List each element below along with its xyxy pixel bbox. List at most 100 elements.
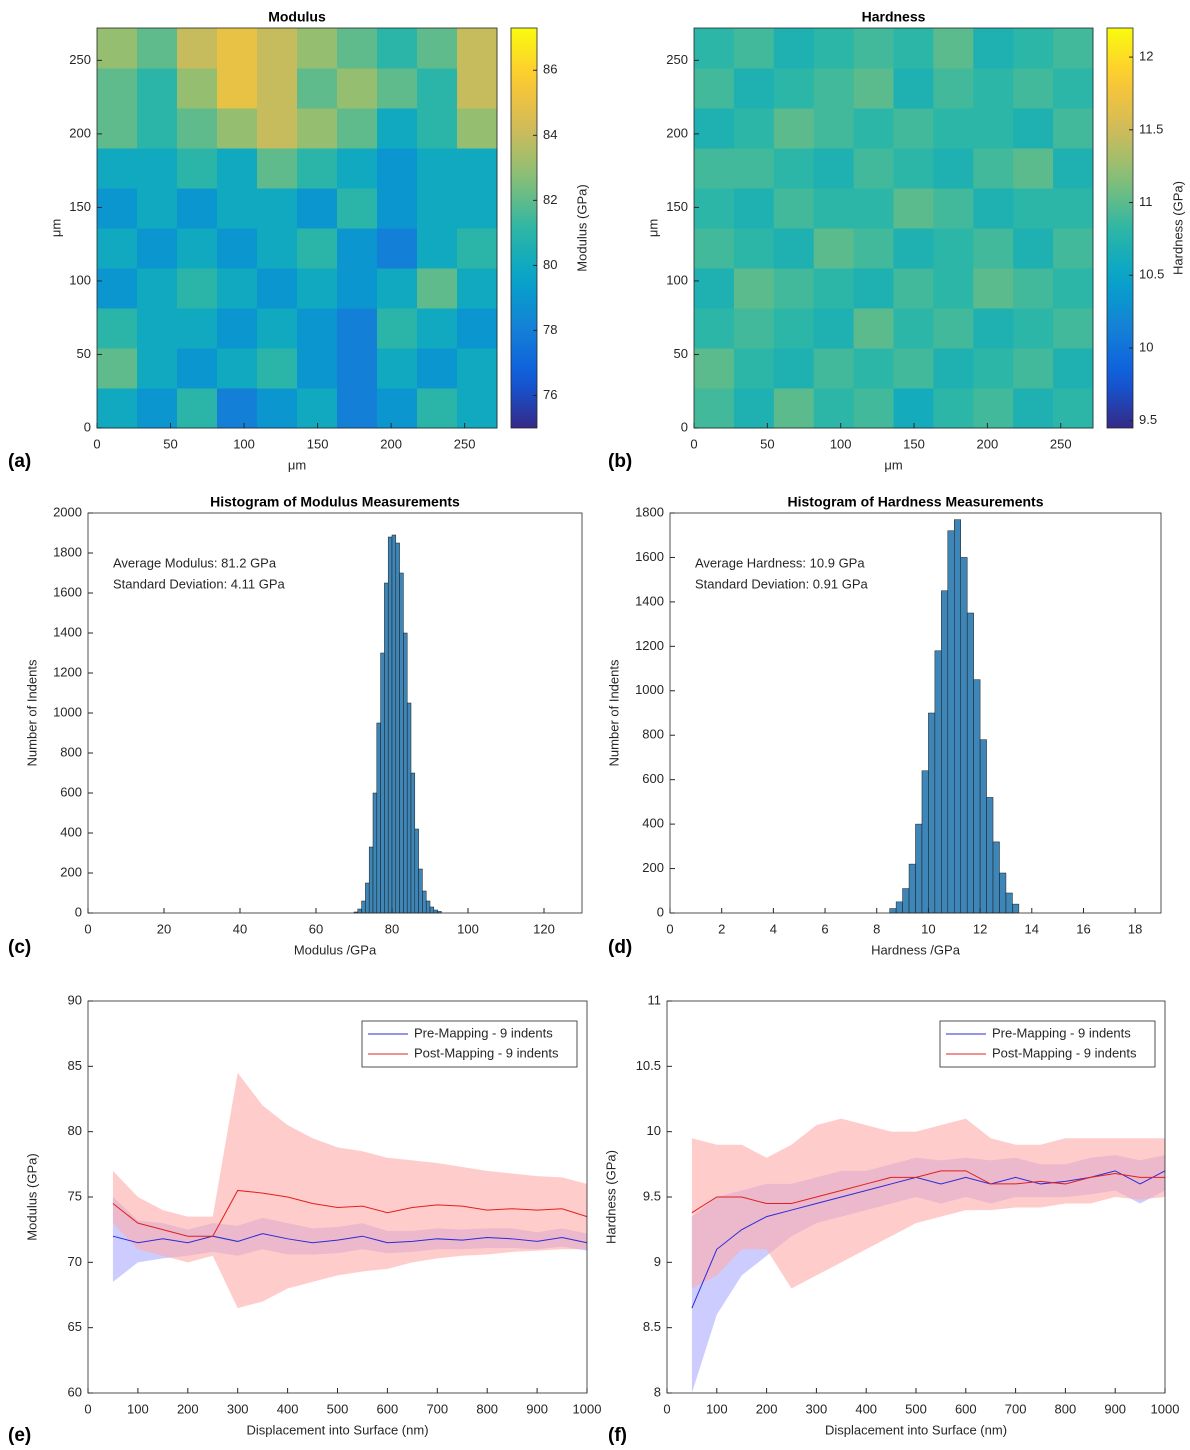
chart-title: Histogram of Hardness Measurements — [788, 494, 1044, 510]
colorbar-tick-label: 78 — [543, 322, 557, 337]
x-tick-label: 100 — [127, 1401, 149, 1416]
y-tick-label: 250 — [69, 52, 91, 67]
histogram-bar — [992, 841, 1000, 914]
x-tick-label: 100 — [457, 921, 479, 936]
heatmap-cell — [773, 308, 815, 349]
heatmap-cell — [853, 308, 894, 349]
histogram-bar — [902, 888, 910, 914]
confidence-band — [691, 1118, 1165, 1289]
heatmap-cell — [773, 148, 815, 189]
panel-label: (c) — [8, 937, 31, 958]
colorbar-tick-label: 12 — [1139, 49, 1153, 64]
x-tick-label: 800 — [476, 1401, 498, 1416]
heatmap-cell — [297, 108, 338, 149]
heatmap-cell — [337, 148, 378, 189]
heatmap-cell — [257, 268, 298, 309]
annotation: Standard Deviation: 4.11 GPa — [113, 576, 286, 591]
heatmap-cell — [694, 308, 735, 349]
x-tick-label: 500 — [327, 1401, 349, 1416]
y-axis-label: μm — [48, 219, 63, 237]
heatmap-cell — [377, 268, 418, 309]
heatmap-cell — [813, 148, 855, 189]
heatmap-cell — [417, 148, 458, 189]
heatmap-cell — [1053, 308, 1094, 349]
panel-label: (d) — [608, 937, 632, 958]
heatmap-cell — [973, 268, 1014, 309]
heatmap-cell — [377, 348, 418, 389]
y-axis-label: Number of Indents — [606, 659, 621, 766]
histogram-bar — [934, 650, 942, 914]
heatmap-cell — [694, 268, 735, 309]
heatmap-cell — [457, 108, 498, 149]
heatmap-cell — [457, 68, 498, 109]
heatmap-cell — [337, 68, 378, 109]
heatmap-cell — [97, 228, 138, 269]
heatmap-cell — [853, 388, 894, 429]
heatmap-cell — [137, 68, 178, 109]
histogram-bar — [979, 739, 987, 914]
heatmap-cell — [177, 388, 218, 429]
y-tick-label: 0 — [681, 419, 688, 434]
histogram-bar — [960, 557, 968, 914]
heatmap-cell — [813, 348, 855, 389]
heatmap-cell — [337, 28, 378, 69]
histogram-bar — [433, 909, 438, 914]
y-tick-label: 200 — [69, 125, 91, 140]
heatmap-cell — [694, 28, 735, 69]
colorbar — [510, 27, 538, 429]
heatmap-cell — [1013, 308, 1054, 349]
heatmap-cell — [933, 388, 974, 429]
heatmap-cell — [1013, 148, 1054, 189]
heatmap-cell — [457, 308, 498, 349]
y-tick-label: 11 — [648, 992, 662, 1007]
x-tick-label: 300 — [227, 1401, 249, 1416]
x-axis-label: μm — [884, 457, 902, 472]
heatmap-cell — [177, 148, 218, 189]
y-tick-label: 1200 — [635, 638, 664, 653]
axes-frame — [96, 27, 498, 429]
y-tick-label: 200 — [666, 125, 688, 140]
heatmap-cell — [457, 228, 498, 269]
heatmap-cell — [694, 108, 735, 149]
heatmap-cell — [97, 108, 138, 149]
heatmap-cell — [893, 188, 934, 229]
histogram-bar — [928, 712, 936, 914]
heatmap-cell — [933, 228, 974, 269]
heatmap-cell — [257, 108, 298, 149]
heatmap-cell — [853, 68, 894, 109]
x-tick-label: 250 — [454, 436, 476, 451]
colorbar-tick-label: 11.5 — [1139, 121, 1163, 136]
colorbar-tick-label: 9.5 — [1139, 412, 1157, 427]
colorbar-tick-label: 80 — [543, 257, 557, 272]
y-tick-label: 8 — [654, 1384, 661, 1399]
y-tick-label: 150 — [69, 199, 91, 214]
heatmap-cell — [973, 228, 1014, 269]
heatmap-cell — [337, 188, 378, 229]
heatmap-cell — [1053, 148, 1094, 189]
heatmap-cell — [933, 308, 974, 349]
heatmap-cell — [1053, 68, 1094, 109]
axes-frame — [693, 27, 1094, 429]
heatmap-cell — [177, 188, 218, 229]
y-tick-label: 1400 — [635, 593, 664, 608]
y-tick-label: 100 — [666, 272, 688, 287]
y-tick-label: 800 — [642, 727, 664, 742]
heatmap-cell — [893, 108, 934, 149]
histogram-bar — [954, 519, 961, 914]
y-tick-label: 80 — [68, 1123, 82, 1138]
histogram-bar — [1012, 903, 1020, 914]
legend-box — [939, 1020, 1156, 1068]
histogram-bar — [365, 882, 370, 914]
heatmap-cell — [694, 348, 735, 389]
y-axis-label: Number of Indents — [24, 659, 39, 766]
heatmap-cell — [257, 68, 298, 109]
x-tick-label: 0 — [690, 436, 697, 451]
colorbar-label: Hardness (GPa) — [1170, 181, 1185, 275]
histogram-bar — [425, 900, 431, 914]
heatmap-cell — [137, 228, 178, 269]
x-tick-label: 200 — [977, 436, 999, 451]
heatmap-cell — [853, 268, 894, 309]
heatmap-cell — [1013, 188, 1054, 229]
chart-title: Modulus — [268, 9, 326, 25]
